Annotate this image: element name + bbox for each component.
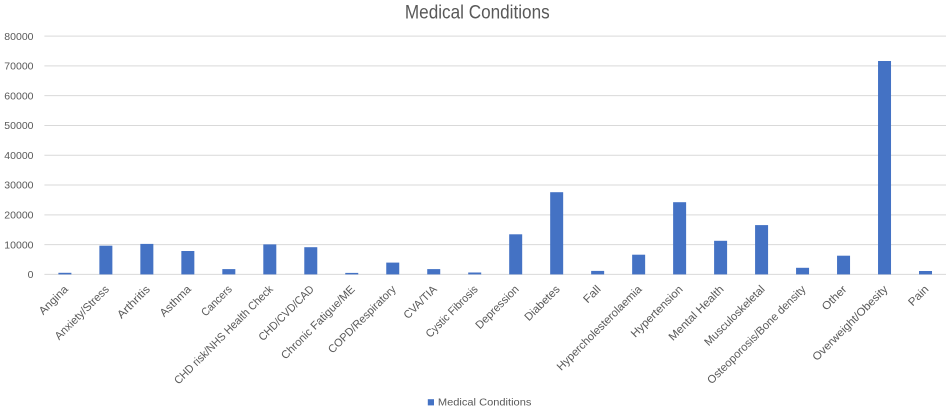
svg-text:40000: 40000 xyxy=(4,150,33,162)
svg-text:Medical Conditions: Medical Conditions xyxy=(405,3,550,24)
svg-text:Medical Conditions: Medical Conditions xyxy=(438,396,532,408)
svg-text:60000: 60000 xyxy=(4,90,33,102)
svg-text:80000: 80000 xyxy=(4,31,33,43)
svg-text:70000: 70000 xyxy=(4,61,33,73)
svg-text:0: 0 xyxy=(28,269,34,281)
svg-text:50000: 50000 xyxy=(4,120,33,132)
svg-text:10000: 10000 xyxy=(4,239,33,251)
svg-text:30000: 30000 xyxy=(4,180,33,192)
svg-text:20000: 20000 xyxy=(4,210,33,222)
